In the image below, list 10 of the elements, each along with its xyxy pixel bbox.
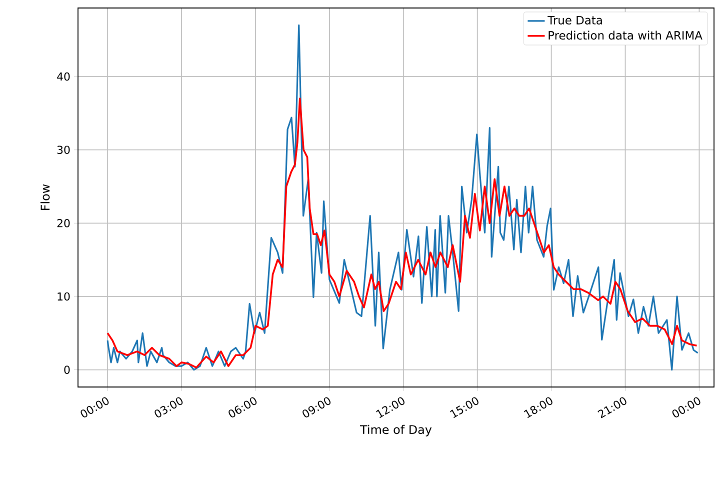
y-tick-label: 30 [57, 146, 70, 154]
legend-label: True Data [548, 16, 602, 24]
y-tick-label: 20 [57, 219, 70, 228]
y-axis-title: Flow [40, 184, 50, 210]
line-series [106, 98, 698, 368]
legend-label: Prediction data with ARIMA [548, 30, 702, 40]
y-tick-label: 0 [64, 366, 70, 374]
x-axis-title: Time of Day [360, 424, 432, 436]
y-tick-label: 10 [58, 292, 70, 301]
y-tick-label: 40 [57, 72, 70, 81]
